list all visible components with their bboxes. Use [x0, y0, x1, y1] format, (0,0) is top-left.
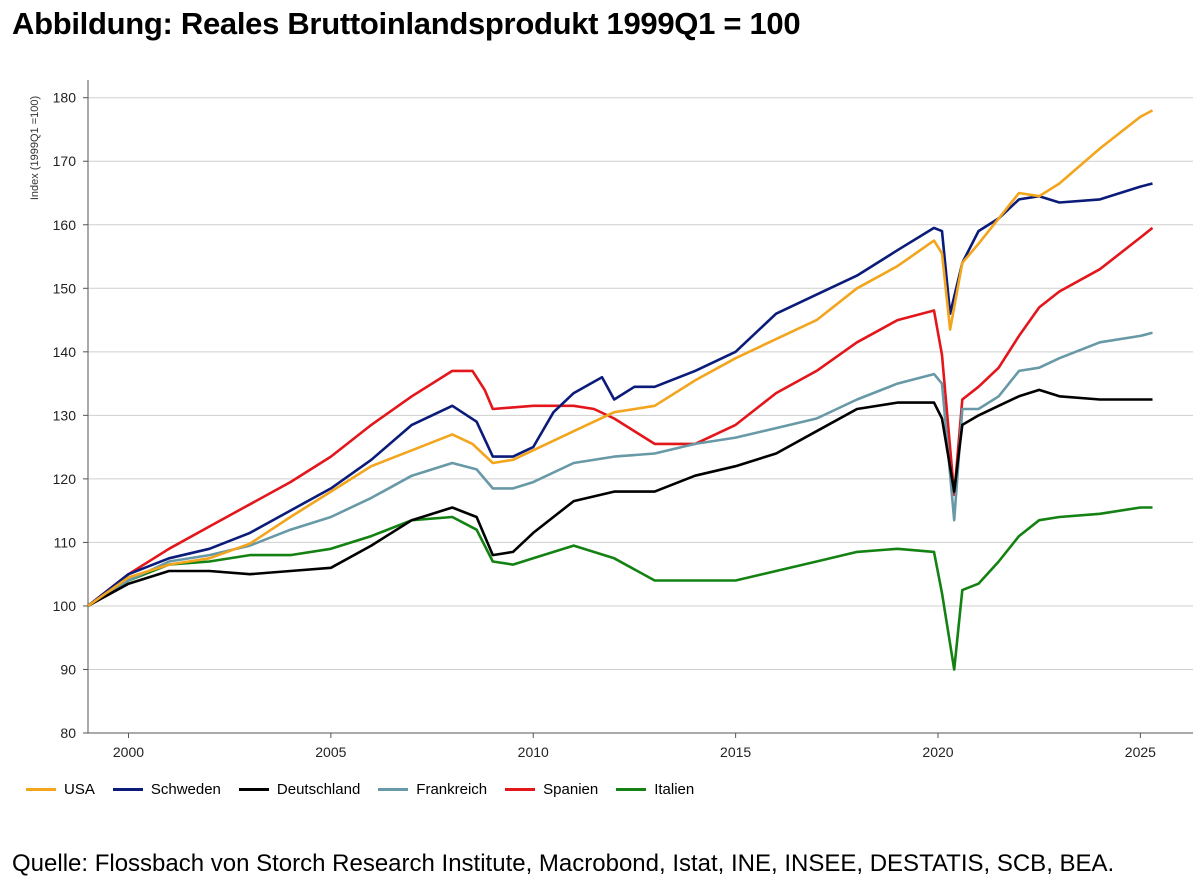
y-tick-label: 150	[53, 280, 77, 296]
x-tick-label: 2025	[1125, 744, 1156, 760]
gridlines	[88, 97, 1193, 734]
legend-swatch	[378, 788, 409, 791]
series-line-schweden	[87, 182, 1153, 607]
y-axis-label: Index (1999Q1 =100)	[29, 96, 41, 200]
legend-label: Frankreich	[416, 781, 488, 798]
legend-swatch	[616, 788, 647, 791]
legend-swatch	[505, 788, 536, 791]
axes: 80 90 100 110 120 130 140 150 160 170 180 2000 2005 2…	[53, 80, 1193, 760]
series-line-spanien	[87, 226, 1154, 607]
legend-item-deutschland: Deutschland	[238, 781, 361, 798]
series-lines	[87, 109, 1154, 671]
chart-title: Abbildung: Reales Bruttoinlandsprodukt 1…	[12, 6, 801, 41]
legend-label: Italien	[654, 781, 695, 798]
legend-item-frankreich: Frankreich	[378, 781, 487, 798]
series-line-usa	[87, 109, 1154, 607]
y-tick-label: 180	[53, 90, 77, 106]
series-line-italien	[87, 506, 1153, 671]
legend-label: Schweden	[150, 781, 221, 798]
y-tick-label: 80	[60, 725, 76, 741]
x-tick-label: 2010	[518, 744, 549, 760]
legend-label: Spanien	[543, 781, 599, 798]
y-tick-label: 140	[53, 344, 77, 360]
x-tick-label: 2015	[720, 744, 751, 760]
y-tick-label: 160	[53, 217, 77, 233]
y-tick-label: 90	[60, 661, 76, 677]
y-tick-label: 110	[54, 534, 77, 550]
x-tick-label: 2020	[922, 744, 953, 760]
legend-item-spanien: Spanien	[505, 781, 598, 798]
y-tick-label: 130	[53, 407, 77, 423]
series-line-frankreich	[87, 331, 1153, 608]
y-tick-label: 120	[53, 471, 77, 487]
legend-swatch	[26, 788, 56, 791]
x-tick-label: 2000	[113, 744, 144, 760]
legend-item-usa: USA	[26, 781, 95, 798]
series-line-deutschland	[87, 388, 1153, 608]
x-tick-label: 2005	[315, 744, 346, 760]
legend-swatch	[112, 788, 143, 791]
source-note: Quelle: Flossbach von Storch Research In…	[12, 850, 1115, 877]
legend-item-schweden: Schweden	[112, 781, 221, 798]
legend-swatch	[238, 788, 269, 791]
legend-label: USA	[64, 781, 95, 798]
legend: USA Schweden Deutschland Frankreich Spanien I…	[26, 781, 712, 798]
legend-label: Deutschland	[276, 781, 361, 798]
legend-item-italien: Italien	[616, 781, 694, 798]
y-tick-label: 170	[53, 153, 77, 169]
y-tick-label: 100	[53, 598, 77, 614]
